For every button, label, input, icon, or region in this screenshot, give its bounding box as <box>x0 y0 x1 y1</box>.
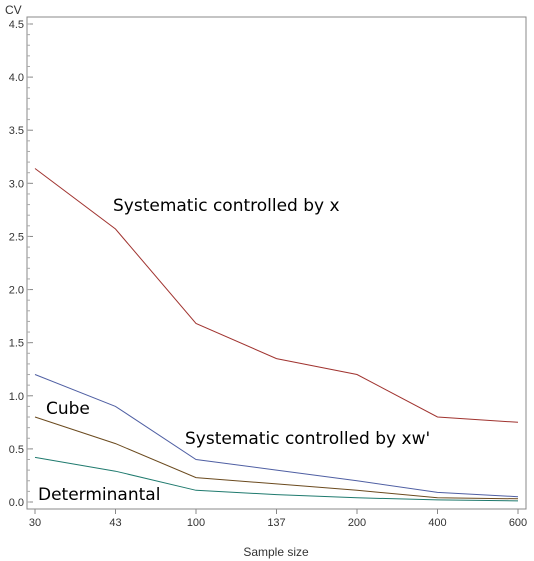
series-line-3 <box>34 456 519 502</box>
x-tick-label: 30 <box>29 517 41 529</box>
series-lines <box>34 168 519 502</box>
x-axis: 30 43 100 137 200 400 600 <box>29 509 527 529</box>
y-tick-label: 2.0 <box>9 285 24 297</box>
y-tick-label: 0.0 <box>9 497 24 509</box>
label-systematic-x: Systematic controlled by x <box>113 196 340 216</box>
x-tick-label: 100 <box>187 517 205 529</box>
y-tick-label: 4.0 <box>9 72 24 84</box>
label-systematic-xw: Systematic controlled by xw' <box>185 429 430 449</box>
series-line-0 <box>34 168 519 423</box>
series-line-2 <box>34 416 519 500</box>
y-tick-label: 3.5 <box>9 125 24 137</box>
x-tick-label: 600 <box>509 517 527 529</box>
x-tick-label: 43 <box>109 517 121 529</box>
y-tick-label: 3.0 <box>9 178 24 190</box>
y-tick-label: 4.5 <box>9 19 24 31</box>
series-line-1 <box>34 374 519 498</box>
x-axis-title: Sample size <box>243 545 309 559</box>
y-axis-title: CV <box>5 3 22 17</box>
y-tick-label: 1.5 <box>9 338 24 350</box>
y-tick-label: 2.5 <box>9 231 24 243</box>
x-tick-label: 200 <box>348 517 366 529</box>
label-determinantal: Determinantal <box>38 485 160 505</box>
x-tick-label: 400 <box>428 517 446 529</box>
y-axis: 0.0 0.5 1.0 1.5 2.0 2.5 3.0 3.5 4.0 4.5 <box>9 19 33 509</box>
label-cube: Cube <box>46 399 90 419</box>
y-tick-label: 0.5 <box>9 444 24 456</box>
y-tick-label: 1.0 <box>9 391 24 403</box>
x-tick-label: 137 <box>267 517 285 529</box>
